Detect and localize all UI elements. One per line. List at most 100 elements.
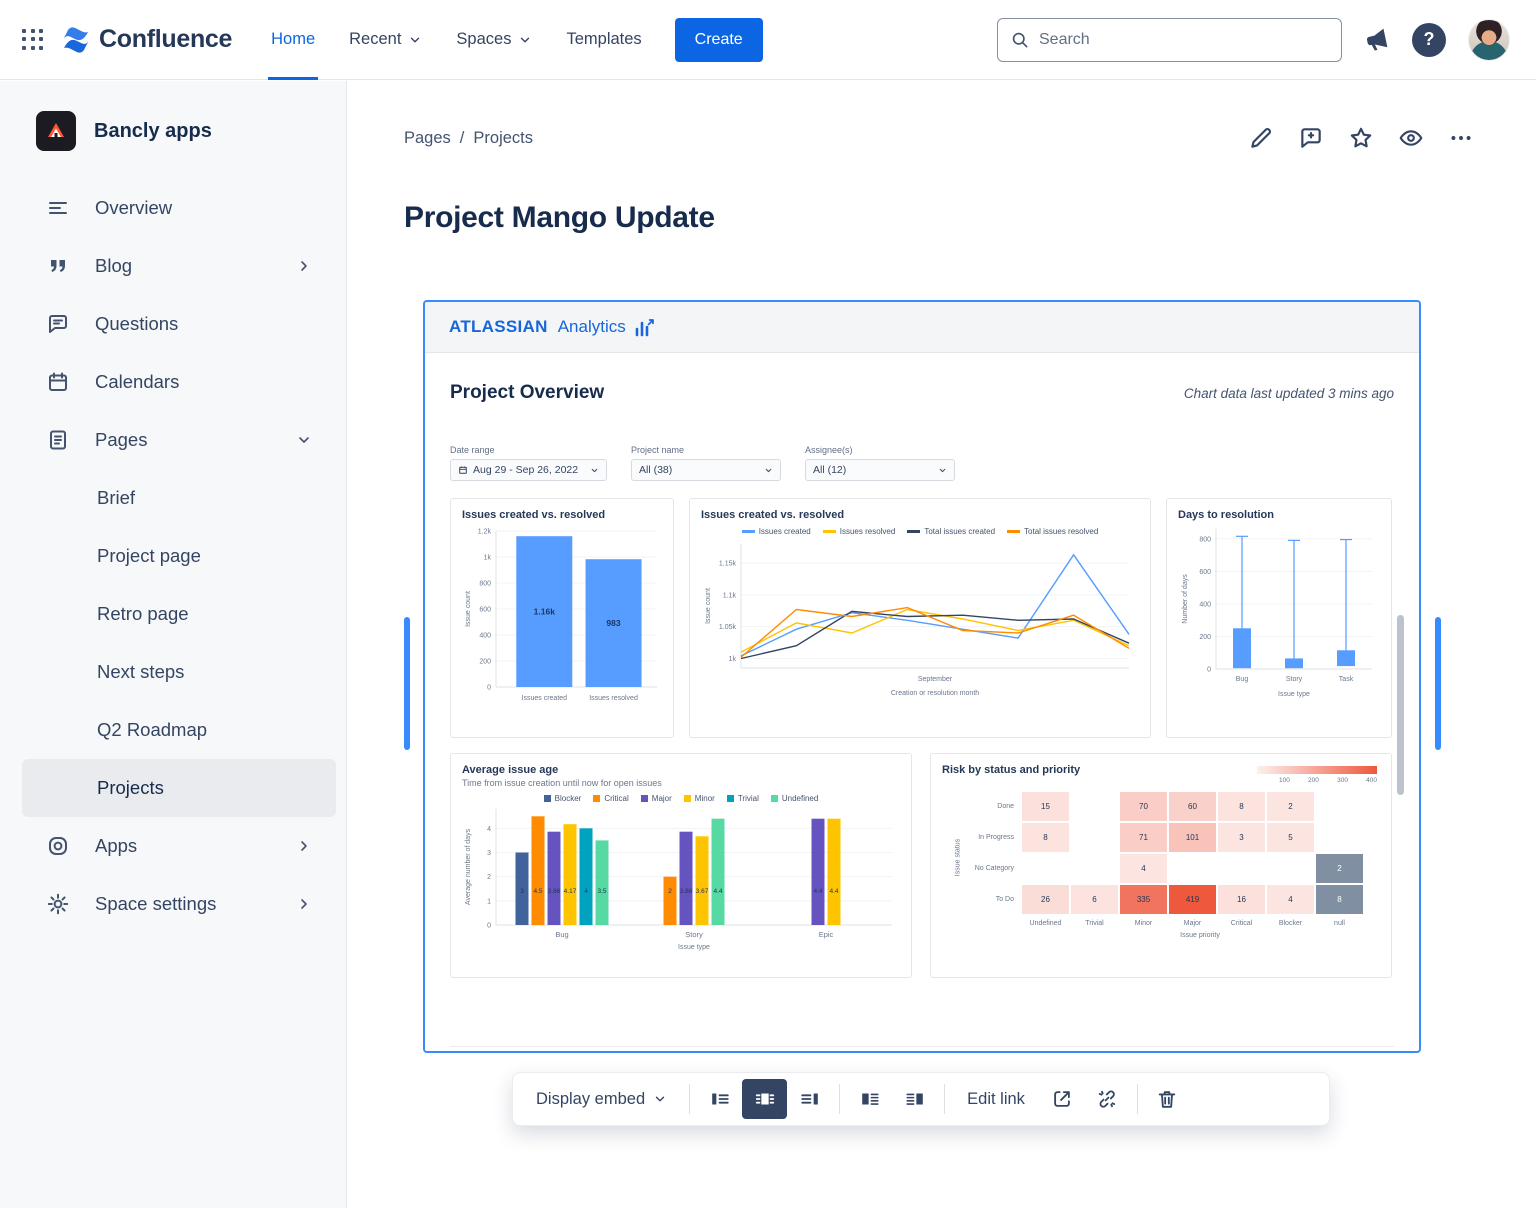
svg-text:4.4: 4.4 — [713, 888, 722, 895]
page-actions — [1248, 125, 1474, 151]
wrap-left-button[interactable] — [847, 1079, 892, 1119]
assignees-select[interactable]: All (12) — [805, 459, 955, 481]
space-header[interactable]: Bancly apps — [0, 107, 346, 155]
confluence-logo[interactable]: Confluence — [62, 25, 232, 54]
svg-text:200: 200 — [479, 659, 491, 666]
embed-resize-handle-right[interactable] — [1435, 617, 1441, 750]
sidebar-page-q2-roadmap[interactable]: Q2 Roadmap — [97, 719, 208, 740]
sidebar-page-projects[interactable]: Projects — [22, 759, 336, 817]
chart-issues-bar: Issues created vs. resolved 0 200 400 600 80… — [450, 498, 674, 738]
risk-heatmap: Issue status Done 15 70 60 8 2 In Progress 8 71 10… — [942, 792, 1380, 939]
star-icon[interactable] — [1348, 125, 1374, 151]
sidebar-page-brief[interactable]: Brief — [97, 487, 136, 508]
sidebar-item-blog[interactable]: Blog — [0, 237, 346, 295]
date-range-select[interactable]: Aug 29 - Sep 26, 2022 — [450, 459, 607, 481]
chevron-down-icon — [408, 33, 422, 47]
svg-text:Average number of days: Average number of days — [465, 828, 472, 905]
sidebar-page-project-page[interactable]: Project page — [97, 545, 201, 566]
svg-text:Issue type: Issue type — [1278, 691, 1310, 698]
unlink-icon[interactable] — [1085, 1079, 1130, 1119]
svg-text:Issues created: Issues created — [522, 695, 568, 702]
dashboard-scrollbar[interactable] — [1397, 615, 1404, 795]
sidebar-page-retro-page[interactable]: Retro page — [97, 603, 189, 624]
svg-text:Issue count: Issue count — [705, 588, 712, 624]
svg-text:Issue type: Issue type — [678, 944, 710, 951]
calendar-icon — [458, 465, 468, 475]
svg-text:1.1k: 1.1k — [723, 592, 737, 599]
nav-spaces[interactable]: Spaces — [439, 0, 549, 79]
search-input[interactable] — [1039, 30, 1329, 49]
chevron-right-icon — [296, 838, 312, 854]
more-icon[interactable] — [1448, 125, 1474, 151]
nav-recent[interactable]: Recent — [332, 0, 439, 79]
trash-icon[interactable] — [1145, 1079, 1190, 1119]
help-icon[interactable]: ? — [1412, 22, 1446, 57]
sidebar-page-next-steps[interactable]: Next steps — [97, 661, 185, 682]
align-right-button[interactable] — [787, 1079, 832, 1119]
svg-text:Issues resolved: Issues resolved — [589, 695, 638, 702]
calendar-icon — [46, 370, 70, 394]
svg-text:4.5: 4.5 — [533, 888, 542, 895]
sidebar-item-calendars[interactable]: Calendars — [0, 353, 346, 411]
svg-text:0: 0 — [487, 923, 491, 930]
average-issue-age-chart: 0 1 2 3 4 3 4.5 3.86 4.17 4 3.5 Bug 2 3.86 3.67 4.4 Stor… — [462, 803, 900, 953]
edit-link-button[interactable]: Edit link — [967, 1089, 1025, 1108]
chevron-down-icon — [518, 33, 532, 47]
embed-toolbar: Display embed Edit link — [512, 1072, 1330, 1126]
svg-text:400: 400 — [479, 633, 491, 640]
create-button[interactable]: Create — [674, 17, 763, 62]
svg-text:4: 4 — [487, 826, 491, 833]
main-nav: Home Recent Spaces Templates — [254, 0, 659, 80]
analytics-embed[interactable]: ATLASSIAN Analytics Project Overview Cha… — [423, 300, 1421, 1053]
search-box[interactable] — [997, 17, 1342, 62]
svg-text:3: 3 — [520, 888, 524, 895]
svg-text:Epic: Epic — [819, 930, 834, 939]
breadcrumb-projects[interactable]: Projects — [473, 129, 533, 147]
filter-assignees: Assignee(s) All (12) — [805, 445, 955, 481]
toolbar-separator — [689, 1084, 691, 1114]
app-switcher-icon[interactable] — [22, 28, 44, 51]
watch-icon[interactable] — [1398, 125, 1424, 151]
sidebar-item-space-settings[interactable]: Space settings — [0, 875, 346, 933]
open-link-icon[interactable] — [1040, 1079, 1085, 1119]
sidebar-item-apps[interactable]: Apps — [0, 817, 346, 875]
notifications-icon[interactable] — [1364, 27, 1390, 53]
svg-text:4.4: 4.4 — [829, 888, 838, 895]
svg-text:4.4: 4.4 — [813, 888, 822, 895]
align-center-button[interactable] — [742, 1079, 788, 1119]
wrap-right-button[interactable] — [892, 1079, 937, 1119]
svg-text:3.5: 3.5 — [597, 888, 606, 895]
nav-templates[interactable]: Templates — [566, 30, 642, 48]
space-logo-icon — [36, 111, 76, 151]
nav-home[interactable]: Home — [254, 0, 332, 80]
project-name-select[interactable]: All (38) — [631, 459, 781, 481]
comments-icon[interactable] — [1298, 125, 1324, 151]
toolbar-separator — [944, 1084, 946, 1114]
chart-days-to-resolution: Days to resolution 0 200 400 600 800 Bug Story… — [1166, 498, 1392, 738]
grouped-bar-legend: Blocker Critical Major Minor Trivial Undefine… — [462, 794, 900, 803]
sidebar-item-pages[interactable]: Pages — [0, 411, 346, 469]
svg-text:400: 400 — [1199, 601, 1211, 608]
align-left-button[interactable] — [697, 1079, 742, 1119]
display-embed-dropdown[interactable]: Display embed — [521, 1090, 682, 1109]
svg-text:1k: 1k — [729, 656, 737, 663]
sidebar-item-overview[interactable]: Overview — [0, 179, 346, 237]
days-to-resolution-boxplot: 0 200 400 600 800 Bug Story Task Issue type Numbe… — [1178, 521, 1380, 707]
svg-text:3.67: 3.67 — [696, 888, 709, 895]
dashboard-filters: Date range Aug 29 - Sep 26, 2022 Project… — [450, 445, 1394, 481]
svg-text:September: September — [918, 676, 953, 683]
chevron-down-icon — [590, 466, 599, 475]
analytics-product: Analytics — [557, 317, 626, 336]
chevron-down-icon — [296, 432, 312, 448]
svg-text:0: 0 — [1207, 667, 1211, 674]
sidebar-item-questions[interactable]: Questions — [0, 295, 346, 353]
svg-text:Bug: Bug — [1236, 676, 1249, 683]
chevron-down-icon — [938, 466, 947, 475]
profile-avatar[interactable] — [1468, 18, 1510, 61]
issues-line-chart: 1k 1.05k 1.1k 1.15k September Creation or res… — [701, 536, 1139, 704]
breadcrumb-separator: / — [459, 129, 465, 147]
embed-resize-handle-left[interactable] — [404, 617, 410, 750]
edit-icon[interactable] — [1248, 125, 1274, 151]
svg-text:1.15k: 1.15k — [719, 561, 737, 568]
breadcrumb-pages[interactable]: Pages — [404, 129, 451, 147]
